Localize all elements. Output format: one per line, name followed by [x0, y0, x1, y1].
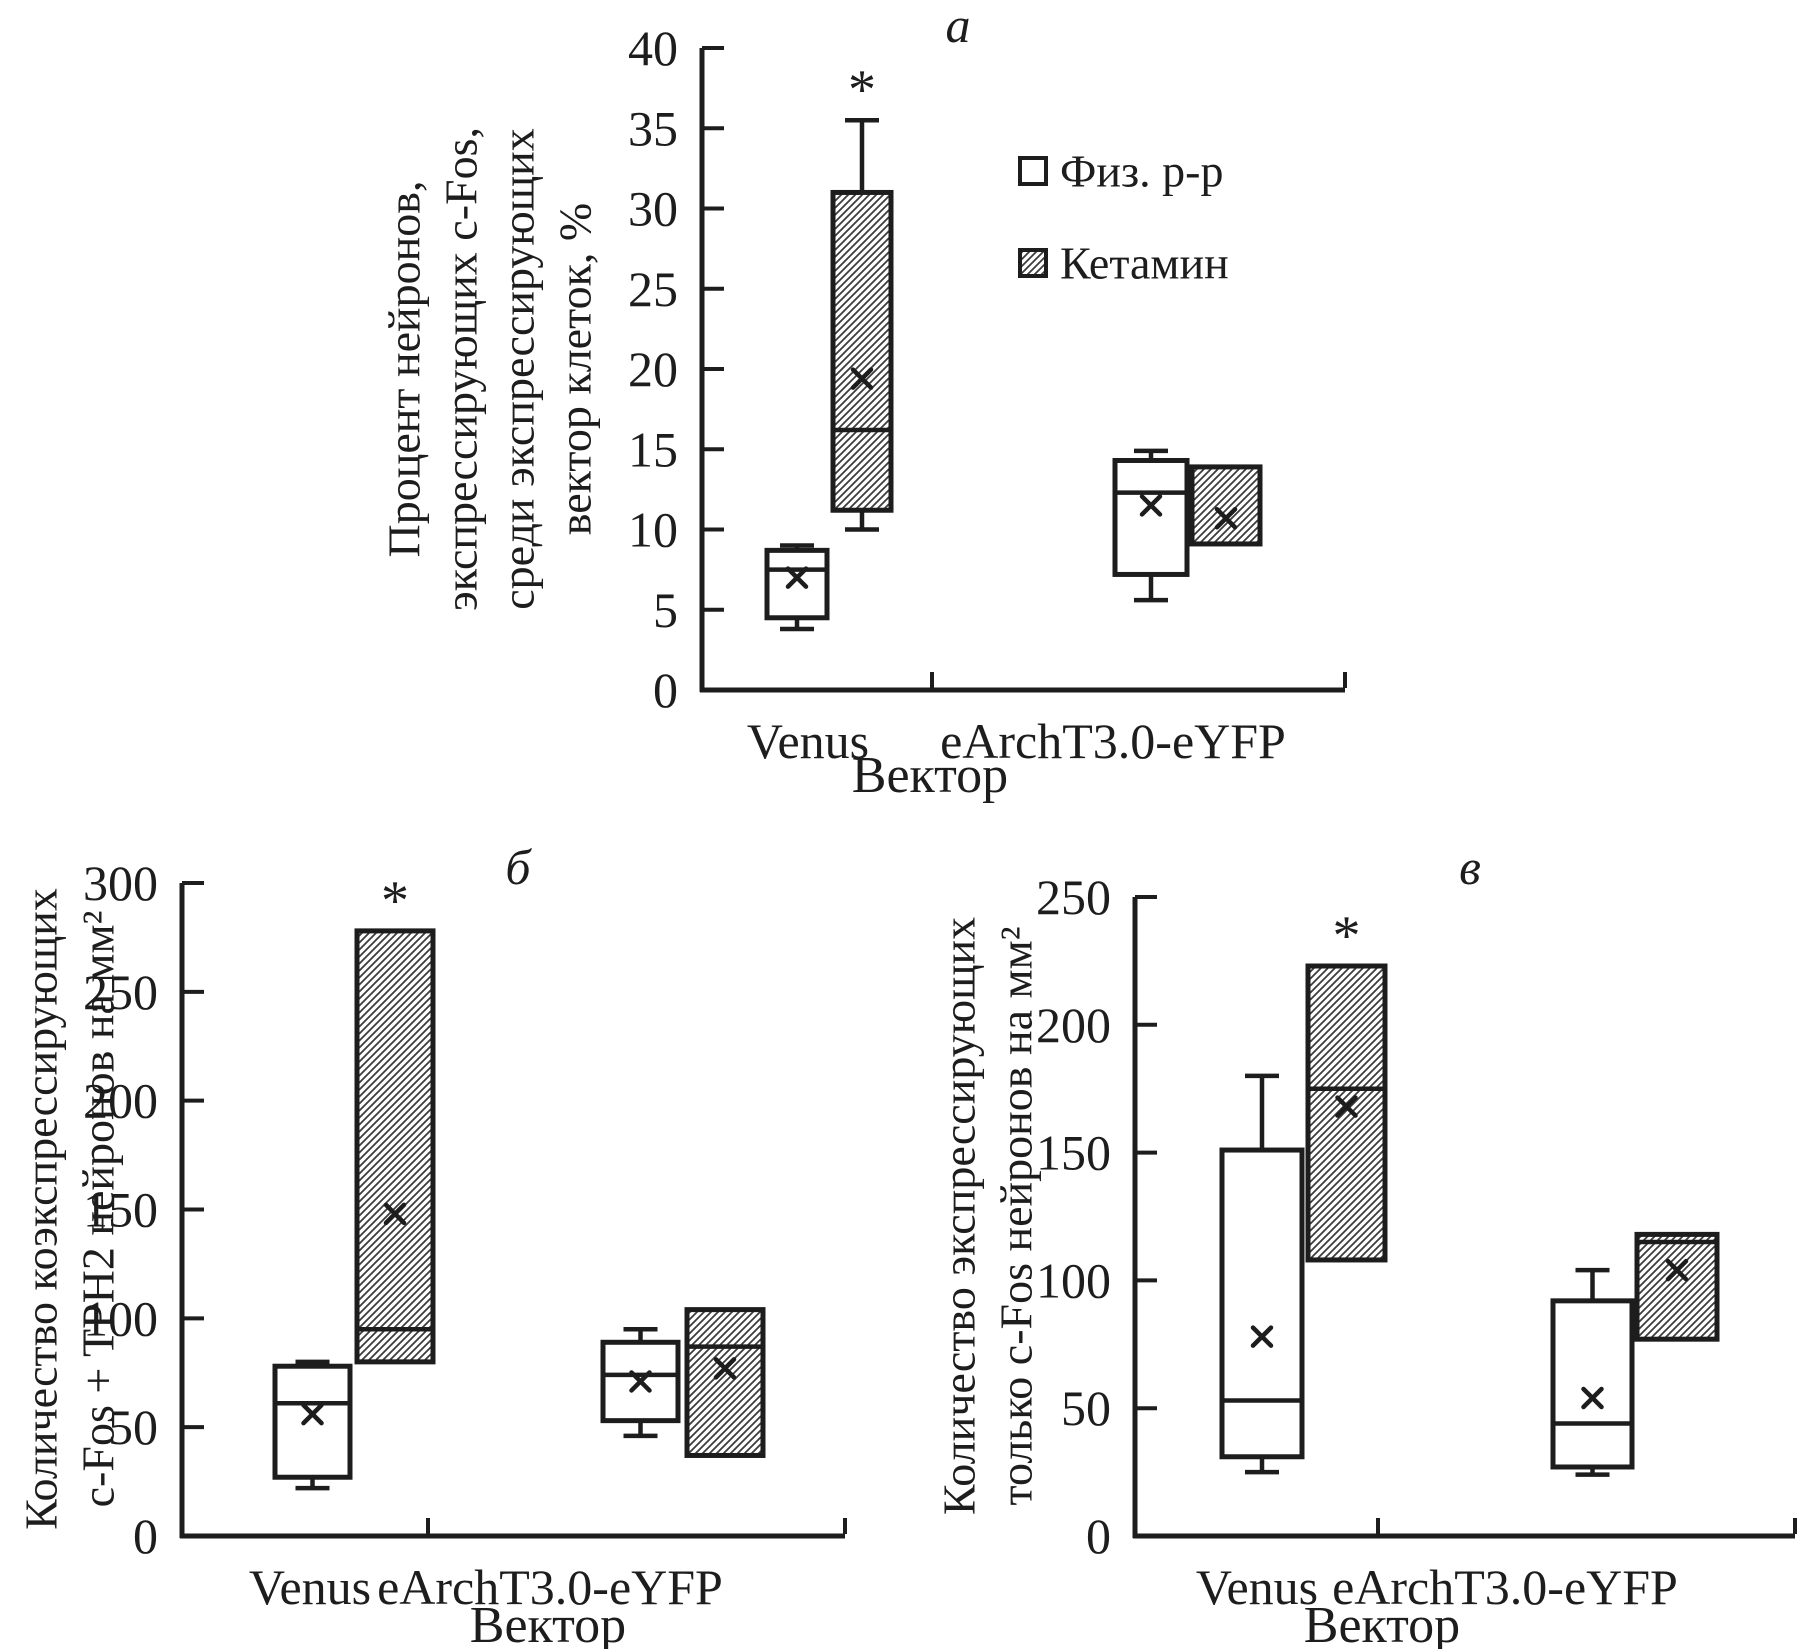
panel-а-venus-saline-mean-marker [785, 566, 809, 589]
legend-label-saline: Физ. р-р [1060, 146, 1223, 197]
panel-а-y-tick-label-0: 0 [653, 662, 678, 718]
panel-а-y-axis-title-line-2: среди экспрессирующих [493, 128, 544, 610]
panel-б-y-axis-title-line-1: c-Fos + TPH2 нейронов на мм² [73, 911, 124, 1508]
panel-а-y-tick-label-10: 10 [628, 502, 678, 558]
panel-б-y-tick-label-200: 200 [83, 1073, 158, 1129]
panel-б-x-axis-title: Вектор [470, 1597, 626, 1649]
panel-б-venus-ketamine-mean-marker [383, 1202, 407, 1226]
panel-в-y-axis-title-text-0: Количество экспрессирующих [934, 917, 985, 1515]
panel-в-y-tick-label-100: 100 [1036, 1252, 1111, 1308]
panel-в-x-axis-title: Вектор [1304, 1597, 1460, 1649]
panel-в-y-axis-title-line-0: Количество экспрессирующих [934, 917, 985, 1515]
panel-б-y-axis-title-text-1: c-Fos + TPH2 нейронов на мм² [73, 911, 124, 1508]
panel-а-y-tick-label-15: 15 [628, 421, 678, 477]
panel-в-y-tick-label-150: 150 [1036, 1125, 1111, 1181]
panel-а-y-axis-title-line-1: экспрессирующих c-Fos, [436, 127, 487, 611]
panel-а-y-tick-label-40: 40 [628, 20, 678, 76]
panel-а-y-axis-title-text-2: среди экспрессирующих [493, 128, 544, 610]
panel-в-y-axis-title-line-1: только c-Fos нейронов на мм² [991, 926, 1042, 1505]
panel-в-y-axis-title-text-1: только c-Fos нейронов на мм² [991, 926, 1042, 1505]
panel-в-venus-saline-mean-marker [1250, 1325, 1274, 1348]
panel-б-earcht-ketamine-box [684, 1307, 766, 1458]
panel-а-earcht-saline-box [1112, 457, 1190, 577]
panel-а-category-label-earcht: eArchT3.0-eYFP [940, 713, 1286, 769]
panel-в-earcht-ketamine-box [1634, 1231, 1720, 1342]
panel-а-venus-saline-box [764, 547, 830, 621]
panel-б-y-axis-title-line-0: Количество коэкспрессирующих [16, 888, 67, 1530]
panel-а-y-tick-label-25: 25 [628, 261, 678, 317]
panel-б-category-label-venus: Venus [249, 1559, 371, 1615]
panel-а-venus-ketamine-box [830, 189, 894, 513]
panel-в-category-label-venus: Venus [1196, 1559, 1318, 1615]
panel-б-category-label-earcht: eArchT3.0-eYFP [377, 1559, 723, 1615]
panel-а-venus-ketamine-mean-marker [850, 367, 874, 390]
panel-б-title: б [505, 839, 532, 895]
panel-б-earcht-ketamine-mean-marker [713, 1357, 737, 1380]
panel-в-earcht-saline-box [1550, 1298, 1635, 1470]
panel-б-venus-saline-mean-marker [301, 1402, 324, 1426]
panel-б-y-tick-label-300: 300 [83, 855, 158, 911]
panel-а-earcht-saline-mean-marker [1139, 494, 1163, 517]
panel-а-venus-ketamine-significance-asterisk: * [848, 59, 876, 121]
panel-а-earcht-ketamine-box [1189, 464, 1263, 547]
panel-в-title: в [1459, 839, 1481, 895]
panel-а-y-tick-label-5: 5 [653, 582, 678, 638]
panel-б-venus-ketamine-box [354, 928, 436, 1365]
panel-б-y-axis-title-text-0: Количество коэкспрессирующих [16, 888, 67, 1530]
legend-swatch-ketamine [1018, 248, 1048, 278]
panel-а-y-axis-title-line-0: Процент нейронов, [379, 181, 430, 558]
panel-а-y-axis-title-text-1: экспрессирующих c-Fos, [436, 127, 487, 611]
panel-б-y-tick-label-250: 250 [83, 964, 158, 1020]
panel-в-venus-saline-box [1219, 1147, 1305, 1460]
panel-б-y-tick-label-150: 150 [83, 1182, 158, 1238]
panel-б-venus-saline-box [272, 1363, 353, 1480]
panel-в-venus-ketamine-box [1305, 963, 1388, 1263]
panel-в-category-label-earcht: eArchT3.0-eYFP [1332, 1559, 1678, 1615]
panel-б-y-tick-label-50: 50 [108, 1399, 158, 1455]
legend-swatch-saline [1018, 156, 1048, 186]
panel-а-earcht-ketamine-mean-marker [1214, 507, 1238, 530]
panel-а-y-tick-label-20: 20 [628, 341, 678, 397]
panel-в-y-tick-label-0: 0 [1086, 1508, 1111, 1564]
legend-label-ketamine: Кетамин [1060, 238, 1229, 289]
panel-в-earcht-saline-mean-marker [1581, 1386, 1604, 1410]
panel-в-earcht-ketamine-mean-marker [1665, 1258, 1689, 1282]
panel-а-y-axis-title-text-0: Процент нейронов, [379, 181, 430, 558]
panel-а-x-axis-title: Вектор [852, 747, 1008, 804]
panel-а-y-tick-label-30: 30 [628, 181, 678, 237]
panel-б-y-tick-label-100: 100 [83, 1290, 158, 1346]
panel-а-y-axis-title-line-3: вектор клеток, % [550, 203, 601, 536]
panel-а-title: а [946, 0, 971, 53]
panel-б-venus-ketamine-significance-asterisk: * [381, 870, 409, 932]
panel-б-y-tick-label-0: 0 [133, 1508, 158, 1564]
panel-в-y-tick-label-250: 250 [1036, 869, 1111, 925]
panel-а-y-tick-label-35: 35 [628, 100, 678, 156]
panel-а-category-label-venus: Venus [747, 713, 869, 769]
panel-в-venus-ketamine-mean-marker [1335, 1095, 1358, 1118]
panel-в-y-tick-label-50: 50 [1061, 1380, 1111, 1436]
panel-в-venus-ketamine-significance-asterisk: * [1333, 905, 1361, 967]
panel-б-earcht-saline-mean-marker [629, 1370, 652, 1393]
panel-в-y-tick-label-200: 200 [1036, 997, 1111, 1053]
panel-а-y-axis-title-text-3: вектор клеток, % [550, 203, 601, 536]
